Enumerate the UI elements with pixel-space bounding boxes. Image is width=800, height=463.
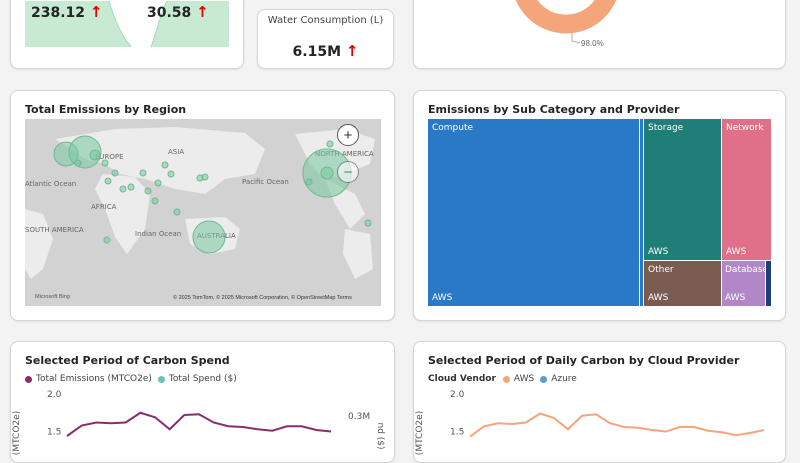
tile-compute[interactable]: Compute AWS (428, 119, 639, 306)
legend-item[interactable]: Total Emissions (MTCO2e) (36, 374, 152, 384)
y-tick-label: 1.5 (450, 428, 464, 438)
map-bubble (201, 173, 209, 181)
y-tick-label: 2.0 (450, 390, 465, 400)
tile-network[interactable]: Network AWS (722, 119, 771, 260)
tile-label: Compute (432, 123, 474, 133)
legend-dot (25, 375, 32, 383)
daily-carbon-chart[interactable]: (MTCO2e) 2.0 1.5 (414, 388, 785, 463)
series-line[interactable] (66, 411, 332, 437)
tile-database[interactable]: Database AWS (722, 261, 768, 306)
y-tick-label: 2.0 (47, 390, 62, 400)
donut-card: 98.0% (413, 0, 786, 69)
y-axis-label-right: nd ($) (375, 422, 385, 449)
map-bubble (111, 169, 119, 177)
map-label-asia: ASIA (168, 148, 184, 156)
map-bubble (305, 178, 313, 186)
map-card: Total Emissions by Region EUROPE ASIA NO… (10, 90, 395, 321)
map-bubble (103, 236, 111, 244)
map-bubble (151, 197, 159, 205)
kpi-value-b: 30.58 (147, 5, 192, 21)
map-bubble (320, 166, 334, 180)
map-bubble (104, 177, 112, 185)
daily-carbon-legend: Cloud Vendor AWS Azure (428, 374, 577, 384)
legend-dot (540, 375, 548, 383)
map-bubble (364, 219, 372, 227)
map-bubble (127, 183, 135, 191)
map-bubble (89, 149, 101, 161)
carbon-spend-legend: Total Emissions (MTCO2e) Total Spend ($) (25, 374, 237, 384)
map-bubble (161, 161, 169, 169)
treemap-card: Emissions by Sub Category and Provider C… (413, 90, 786, 321)
legend-dot (157, 375, 165, 383)
tile-provider: AWS (648, 293, 669, 303)
map-bubble (139, 169, 147, 177)
up-arrow-icon: ↑ (196, 3, 209, 21)
tile-provider: AWS (726, 247, 747, 257)
map-bubble (173, 208, 181, 216)
legend-item[interactable]: Total Spend ($) (168, 374, 237, 384)
water-value: 6.15M (292, 44, 342, 60)
map-bubble (144, 187, 152, 195)
legend-title: Cloud Vendor (428, 374, 496, 384)
tile-provider: AWS (725, 293, 746, 303)
tile-provider: AWS (648, 247, 669, 257)
map-bubble (101, 159, 109, 167)
map-bubble (326, 140, 334, 148)
zoom-in-button[interactable]: + (337, 124, 359, 146)
map-label-north-america: NORTH AMERICA (315, 150, 374, 158)
kpi-card-water: Water Consumption (L) 6.15M ↑ (257, 9, 394, 69)
map-attribution[interactable]: © 2025 TomTom, © 2025 Microsoft Corporat… (173, 294, 352, 301)
zoom-out-button[interactable]: − (337, 161, 359, 183)
carbon-spend-title: Selected Period of Carbon Spend (25, 354, 230, 367)
y-axis-label: (MTCO2e) (415, 411, 425, 455)
carbon-spend-chart[interactable]: (MTCO2e) nd ($) 0.3M 2.0 1.5 (11, 388, 394, 463)
tile-small[interactable] (766, 261, 771, 306)
up-arrow-icon: ↑ (345, 42, 359, 60)
map-label-pacific: Pacific Ocean (242, 178, 289, 186)
world-map[interactable]: EUROPE ASIA NORTH AMERICA Atlantic Ocean… (25, 119, 381, 306)
kpi-value-a: 238.12 (31, 5, 86, 21)
map-label-africa: AFRICA (91, 203, 117, 211)
tile-label: Network (726, 123, 764, 133)
map-title: Total Emissions by Region (25, 103, 187, 116)
map-bubble (119, 185, 127, 193)
series-line[interactable] (469, 412, 765, 438)
tile-label: Other (648, 265, 674, 275)
up-arrow-icon: ↑ (89, 3, 103, 21)
map-label-indian: Indian Ocean (135, 230, 181, 238)
treemap-title: Emissions by Sub Category and Provider (428, 103, 680, 116)
tile-label: Database (725, 265, 768, 275)
bing-logo: Microsoft Bing (35, 294, 70, 300)
map-label-europe: EUROPE (95, 153, 124, 161)
tile-other[interactable]: Other AWS (644, 261, 721, 306)
treemap: Compute AWS Storage AWS Network AWS Othe… (428, 119, 771, 306)
map-bubble (74, 159, 82, 167)
kpi-card-emissions: 238.12 ↑ 30.58 ↑ (10, 0, 244, 69)
donut-slice (515, 0, 617, 34)
kpi-sparkline-area (25, 0, 229, 48)
tile-storage[interactable]: Storage AWS (644, 119, 721, 260)
tile-provider: AWS (432, 293, 453, 303)
map-label-atlantic: Atlantic Ocean (25, 180, 76, 188)
y-axis-label: (MTCO2e) (12, 411, 22, 455)
map-bubble (192, 220, 226, 254)
legend-item[interactable]: AWS (513, 374, 535, 384)
map-bubble (167, 170, 175, 178)
map-label-south-america: SOUTH AMERICA (25, 226, 84, 234)
tile-label: Storage (648, 123, 684, 133)
daily-carbon-card: Selected Period of Daily Carbon by Cloud… (413, 341, 786, 463)
y-tick-label: 1.5 (47, 428, 61, 438)
legend-item[interactable]: Azure (551, 374, 577, 384)
legend-dot (502, 375, 510, 383)
right-tick-label: 0.3M (348, 412, 370, 422)
map-bubble (154, 179, 162, 187)
carbon-spend-card: Selected Period of Carbon Spend Total Em… (10, 341, 395, 463)
daily-carbon-title: Selected Period of Daily Carbon by Cloud… (428, 354, 740, 367)
donut-chart (515, 0, 617, 44)
donut-label: 98.0% (581, 39, 604, 48)
water-title: Water Consumption (L) (267, 15, 384, 26)
tile-compute-sliver[interactable] (640, 119, 643, 306)
